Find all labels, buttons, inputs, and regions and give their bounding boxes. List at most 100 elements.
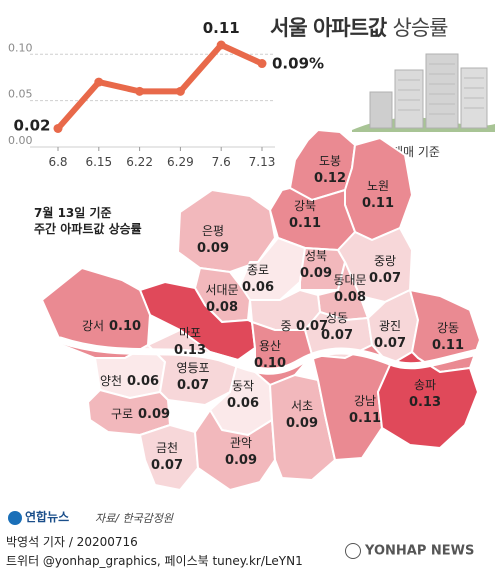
district-name: 서대문 xyxy=(205,283,238,297)
x-tick-label: 6.29 xyxy=(167,155,194,169)
district-label: 성북 0.09 xyxy=(300,249,332,281)
agency-logo-icon xyxy=(345,543,361,559)
district-value: 0.06 xyxy=(227,396,259,411)
district-label: 강동 0.11 xyxy=(432,321,464,353)
district-label: 구로 0.09 xyxy=(111,407,170,422)
district-name: 은평 xyxy=(202,224,224,238)
district-label: 관악 0.09 xyxy=(225,436,257,468)
district-value: 0.11 xyxy=(432,338,464,353)
x-axis-ticks: 6.8 6.15 6.22 6.29 7.6 7.13 xyxy=(48,147,275,169)
district-name: 중랑 xyxy=(374,254,396,268)
district-name: 금천 xyxy=(156,440,178,455)
district-label: 강북 0.11 xyxy=(289,199,321,231)
y-axis-ticks: 0.00 0.05 0.10 xyxy=(8,41,33,147)
district-value: 0.07 xyxy=(296,319,328,334)
trend-point xyxy=(257,59,267,69)
district-value: 0.11 xyxy=(289,216,321,231)
district-name: 종로 xyxy=(247,263,269,277)
district-name: 강서 xyxy=(82,319,104,333)
district-label: 중랑 0.07 xyxy=(369,254,401,286)
district-value: 0.09 xyxy=(286,416,318,431)
y-tick-label: 0.00 xyxy=(8,134,33,147)
x-tick-label: 7.6 xyxy=(212,155,231,169)
trend-point xyxy=(216,40,226,50)
district-value: 0.13 xyxy=(174,343,206,358)
x-tick-label: 7.13 xyxy=(249,155,276,169)
trend-point xyxy=(175,86,185,96)
district-name: 서초 xyxy=(291,399,313,413)
district-value: 0.07 xyxy=(151,458,183,473)
trend-point xyxy=(135,86,145,96)
chart-grid xyxy=(30,53,275,148)
agency-watermark: YONHAP NEWS xyxy=(345,543,474,559)
district-value: 0.10 xyxy=(109,319,141,334)
district-label: 용산 0.10 xyxy=(254,339,286,371)
district-label: 송파 0.13 xyxy=(409,378,441,410)
district-name: 강남 xyxy=(354,394,376,408)
trend-point xyxy=(94,77,104,87)
district-value: 0.07 xyxy=(374,336,406,351)
district-name: 용산 xyxy=(259,339,281,353)
map-subtitle-date: 7월 13일 기준 xyxy=(34,206,112,220)
source-credit: 자료/ 한국감정원 xyxy=(95,512,174,525)
district-name: 도봉 xyxy=(319,154,341,168)
district-name: 구로 xyxy=(111,407,133,421)
logo-mark-icon xyxy=(8,510,22,525)
district-name: 광진 xyxy=(379,319,401,333)
district-name: 영등포 xyxy=(176,361,209,375)
district-label: 강남 0.11 xyxy=(349,394,381,426)
district-label: 강서 0.10 xyxy=(82,319,141,334)
x-tick-label: 6.8 xyxy=(48,155,67,169)
district-value: 0.09 xyxy=(138,407,170,422)
district-gangseo xyxy=(41,267,151,359)
district-label: 은평 0.09 xyxy=(197,224,229,256)
district-songpa xyxy=(377,351,479,449)
district-eunpyeong xyxy=(177,189,276,273)
district-name: 성동 xyxy=(326,311,348,325)
district-label: 광진 0.07 xyxy=(374,319,406,351)
apartment-illustration xyxy=(352,53,495,132)
y-tick-label: 0.05 xyxy=(8,88,33,101)
district-name: 양천 xyxy=(100,373,122,388)
data-label: 0.11 xyxy=(203,19,240,37)
trend-line-chart: 0.00 0.05 0.10 6.8 6.15 6.22 6.29 7.6 7.13 0.02… xyxy=(8,19,495,169)
district-name: 관악 xyxy=(230,436,252,450)
y-tick-label: 0.10 xyxy=(8,41,33,54)
district-value: 0.07 xyxy=(177,378,209,393)
district-name: 마포 xyxy=(179,326,201,340)
district-name: 동대문 xyxy=(333,273,366,287)
district-value: 0.11 xyxy=(349,411,381,426)
title-rest: 상승률 xyxy=(392,16,449,40)
district-name: 중 xyxy=(280,319,291,333)
district-label: 노원 0.11 xyxy=(362,179,394,211)
district-label: 동작 0.06 xyxy=(227,379,259,411)
page-title: 서울 아파트값 상승률 xyxy=(270,12,449,42)
district-label: 동대문 0.08 xyxy=(333,273,366,305)
agency-text: YONHAP NEWS xyxy=(365,543,475,559)
district-value: 0.09 xyxy=(300,266,332,281)
district-label: 종로 0.06 xyxy=(242,263,274,295)
han-river xyxy=(56,336,482,375)
yonhap-logo: 연합뉴스 xyxy=(8,508,69,525)
seoul-district-map: 도봉 0.12 노원 0.11 강북 0.11 은평 0.09 성북 0.09 중랑 0.07 종로 0.… xyxy=(41,129,482,491)
map-subtitle: 7월 13일 기준 주간 아파트값 상승률 xyxy=(34,205,142,237)
district-label: 영등포 0.07 xyxy=(176,361,209,393)
district-value: 0.12 xyxy=(314,171,346,186)
district-labels: 도봉 0.12 노원 0.11 강북 0.11 은평 0.09 성북 0.09 중랑 0.07 종로 0.… xyxy=(82,154,464,473)
x-tick-label: 6.22 xyxy=(126,155,153,169)
district-label: 서초 0.09 xyxy=(286,399,318,431)
district-label: 금천 0.07 xyxy=(151,440,183,473)
district-name: 강동 xyxy=(437,321,459,335)
district-label: 도봉 0.12 xyxy=(314,154,346,186)
district-label: 중 0.07 xyxy=(280,319,328,334)
trend-point xyxy=(53,123,63,133)
social-links: 트위터 @yonhap_graphics, 페이스북 tuney.kr/LeYN… xyxy=(6,554,303,568)
district-name: 강북 xyxy=(294,199,316,213)
district-name: 동작 xyxy=(232,379,254,393)
district-name: 노원 xyxy=(367,179,389,193)
trend-points xyxy=(53,40,267,133)
district-value: 0.07 xyxy=(369,271,401,286)
district-label: 마포 0.13 xyxy=(174,326,206,358)
district-geumcheon xyxy=(139,424,199,491)
district-value: 0.08 xyxy=(206,300,238,315)
